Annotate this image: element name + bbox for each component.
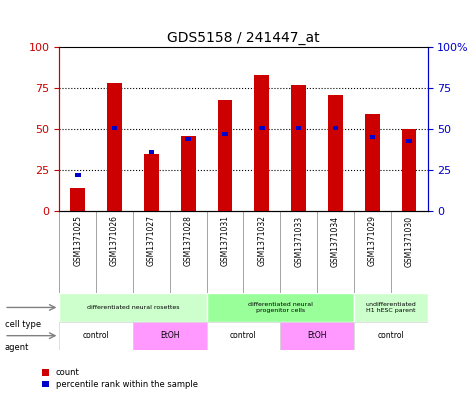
Text: GSM1371034: GSM1371034 xyxy=(331,215,340,266)
FancyBboxPatch shape xyxy=(207,321,280,350)
Bar xyxy=(70,188,85,211)
Text: agent: agent xyxy=(5,343,29,352)
Bar xyxy=(218,100,232,211)
Bar xyxy=(75,173,81,177)
Bar xyxy=(365,114,380,211)
Bar xyxy=(181,136,196,211)
FancyBboxPatch shape xyxy=(59,321,133,350)
Bar xyxy=(259,125,265,130)
Bar xyxy=(149,150,154,154)
Bar xyxy=(255,75,269,211)
Text: GSM1371027: GSM1371027 xyxy=(147,215,156,266)
Text: GSM1371028: GSM1371028 xyxy=(184,215,193,266)
Bar xyxy=(185,137,191,141)
Bar xyxy=(328,95,343,211)
Text: differentiated neural
progenitor cells: differentiated neural progenitor cells xyxy=(248,302,313,313)
FancyBboxPatch shape xyxy=(280,321,354,350)
Bar xyxy=(406,139,412,143)
Text: undifferentiated
H1 hESC parent: undifferentiated H1 hESC parent xyxy=(365,302,416,313)
FancyBboxPatch shape xyxy=(59,293,207,321)
FancyBboxPatch shape xyxy=(354,321,428,350)
Bar xyxy=(222,132,228,136)
Legend: count, percentile rank within the sample: count, percentile rank within the sample xyxy=(42,368,198,389)
Text: cell type: cell type xyxy=(5,320,41,329)
Bar xyxy=(370,135,375,140)
Text: control: control xyxy=(230,331,257,340)
Text: EtOH: EtOH xyxy=(160,331,180,340)
Text: GSM1371032: GSM1371032 xyxy=(257,215,266,266)
FancyBboxPatch shape xyxy=(207,293,354,321)
Bar xyxy=(112,125,117,130)
Text: control: control xyxy=(377,331,404,340)
Text: GSM1371025: GSM1371025 xyxy=(73,215,82,266)
FancyBboxPatch shape xyxy=(354,293,428,321)
Bar xyxy=(402,129,417,211)
Title: GDS5158 / 241447_at: GDS5158 / 241447_at xyxy=(167,31,320,45)
Bar xyxy=(296,125,302,130)
Bar xyxy=(144,154,159,211)
Text: GSM1371033: GSM1371033 xyxy=(294,215,303,266)
Bar xyxy=(107,83,122,211)
Text: EtOH: EtOH xyxy=(307,331,327,340)
Text: control: control xyxy=(83,331,110,340)
FancyBboxPatch shape xyxy=(133,321,207,350)
Text: GSM1371026: GSM1371026 xyxy=(110,215,119,266)
Text: GSM1371029: GSM1371029 xyxy=(368,215,377,266)
Text: differentiated neural rosettes: differentiated neural rosettes xyxy=(87,305,179,310)
Text: GSM1371031: GSM1371031 xyxy=(220,215,229,266)
Bar xyxy=(291,85,306,211)
Bar xyxy=(332,125,338,130)
Text: GSM1371030: GSM1371030 xyxy=(405,215,414,266)
